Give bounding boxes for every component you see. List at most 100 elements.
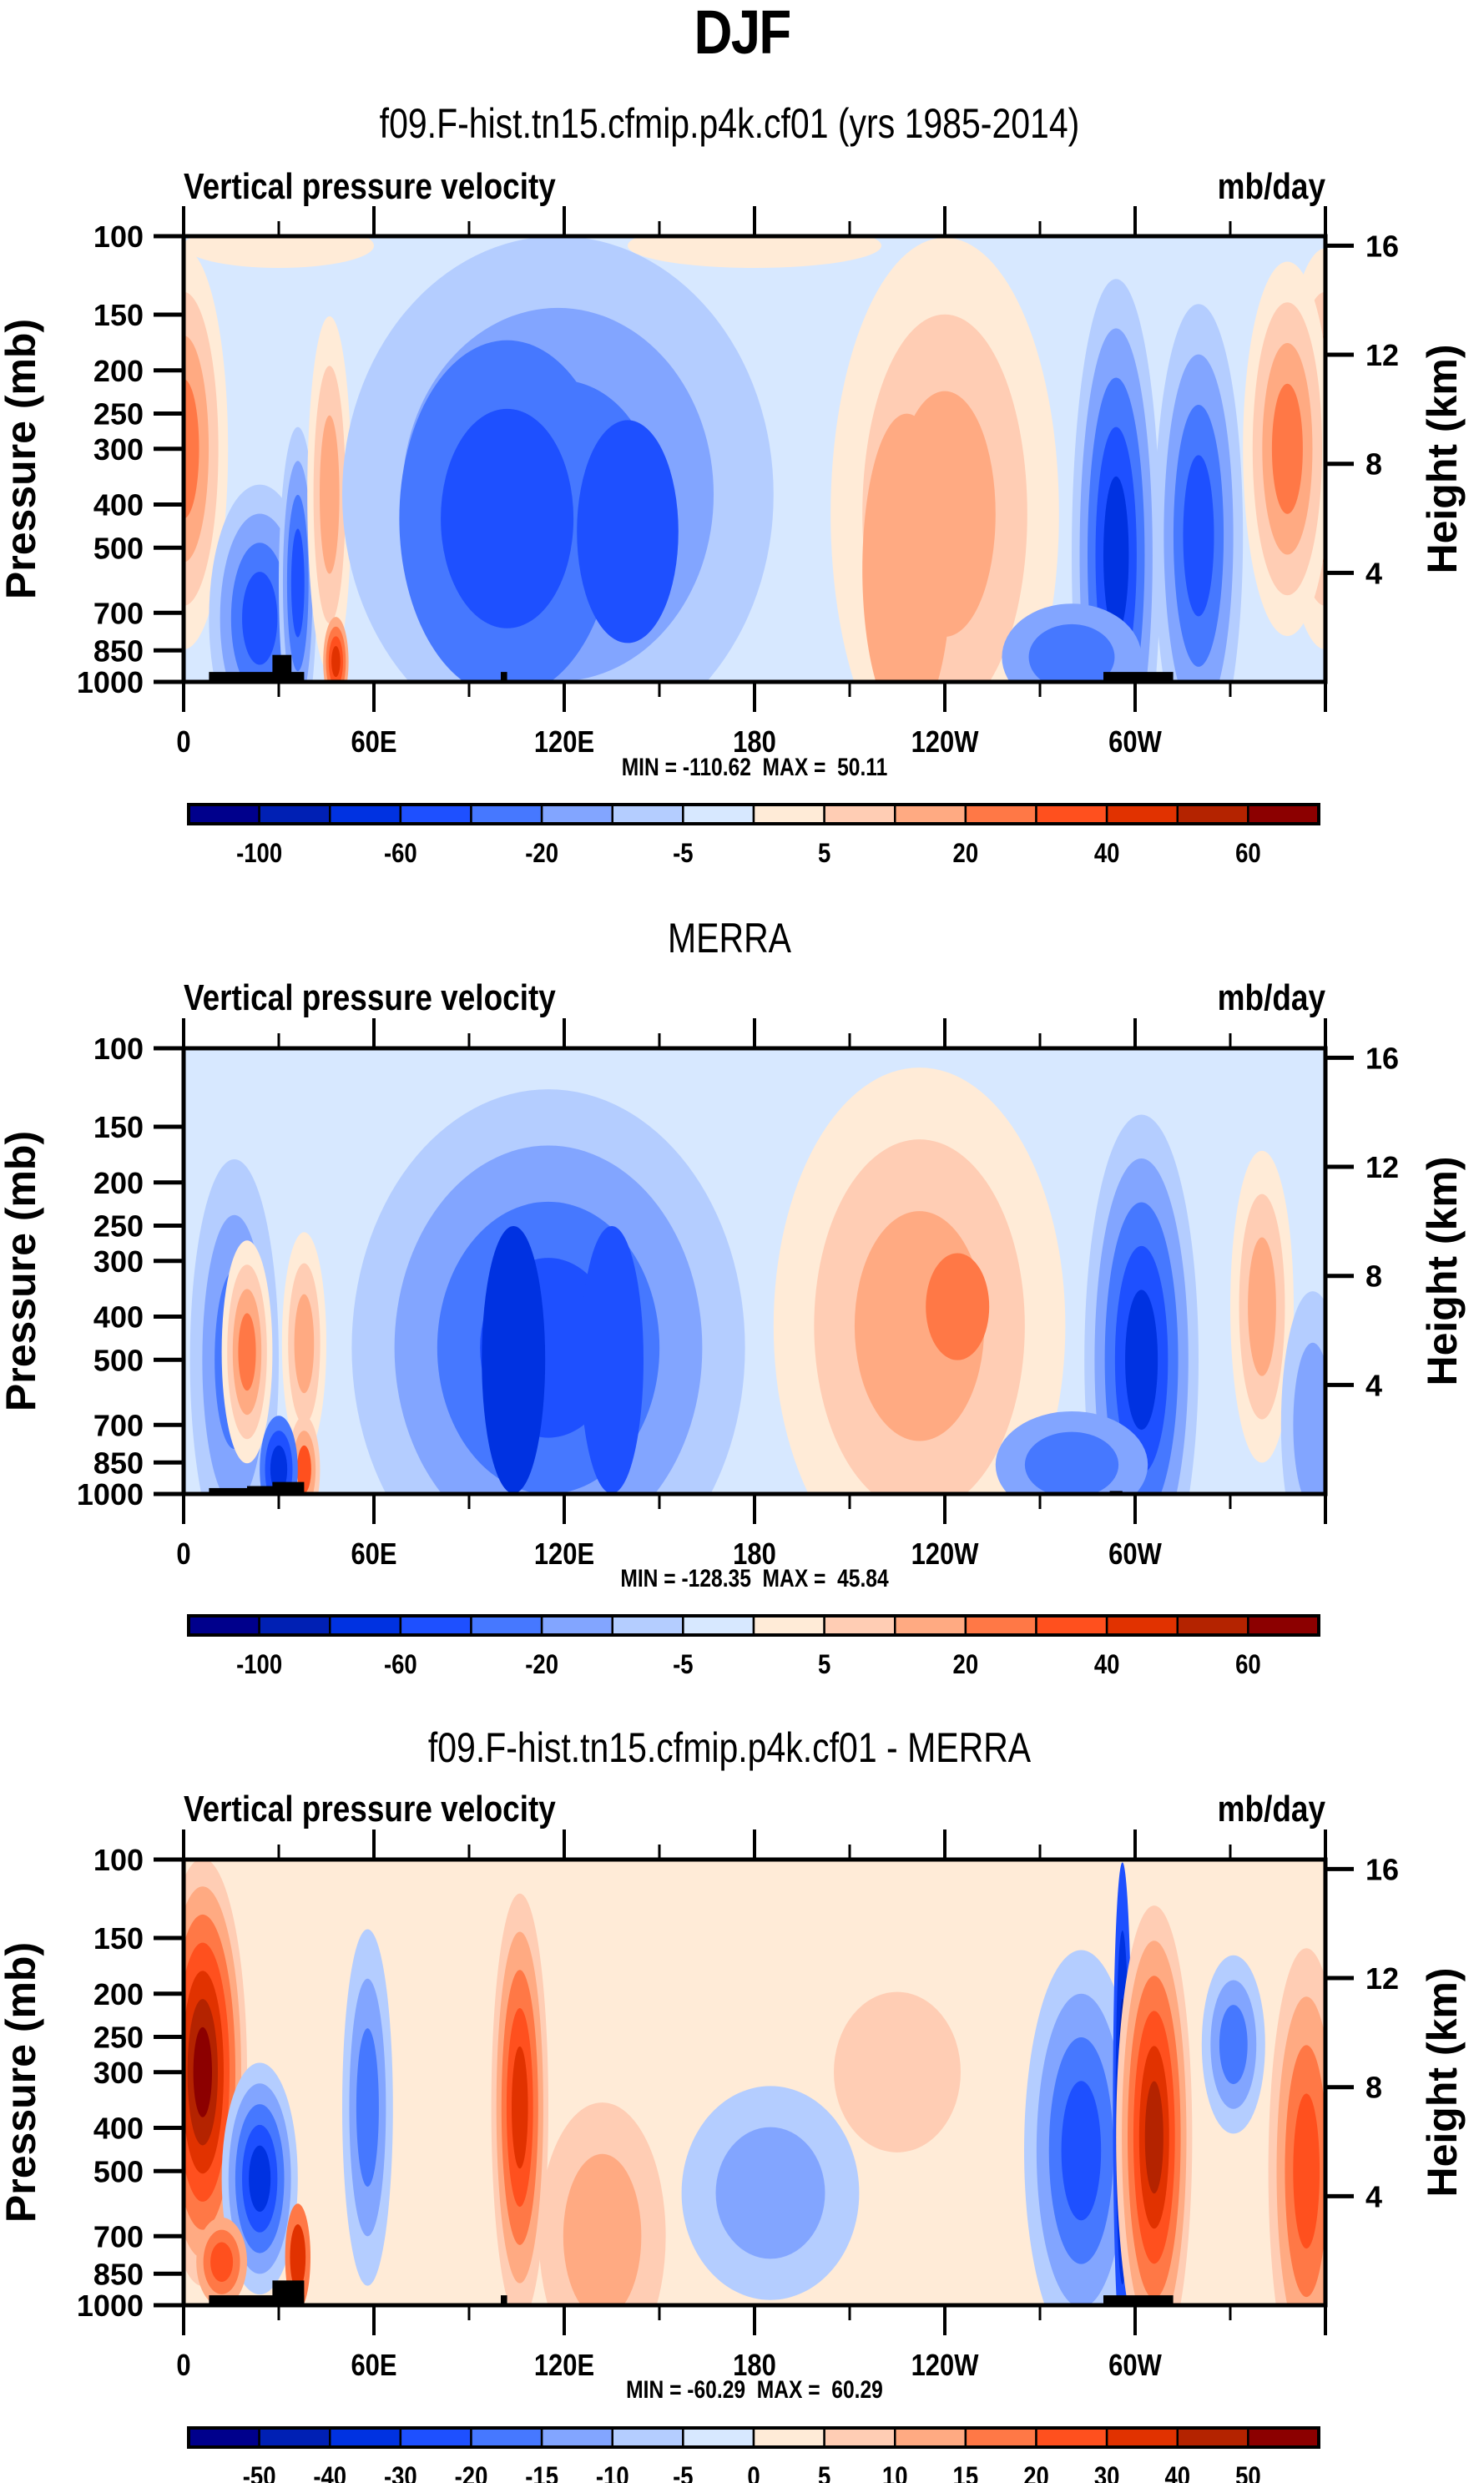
- colorbar-box: [1176, 803, 1249, 825]
- colorbar-box: [1105, 2426, 1179, 2449]
- panel-1-variable-label: Vertical pressure velocity: [184, 166, 556, 207]
- colorbar-box: [682, 1614, 755, 1637]
- topography-mask: [209, 672, 305, 682]
- panel-2-units-label: mb/day: [1217, 977, 1325, 1018]
- contour-region: [715, 2127, 825, 2259]
- y-tick-label: 700: [93, 596, 144, 630]
- y-tick-label: 850: [93, 633, 144, 668]
- contour-region: [184, 236, 374, 269]
- colorbar-box: [752, 1614, 825, 1637]
- colorbar-label: 20: [1023, 2462, 1049, 2483]
- colorbar-box: [752, 803, 825, 825]
- contour-region: [193, 2026, 212, 2117]
- y-tick-label: 500: [93, 2154, 144, 2188]
- colorbar-label: 60: [1235, 1650, 1261, 1679]
- colorbar-box: [540, 1614, 613, 1637]
- colorbar-label: 10: [882, 2462, 908, 2483]
- contour-region: [184, 379, 199, 519]
- contour-region: [238, 1313, 256, 1391]
- colorbar-box: [258, 2426, 331, 2449]
- colorbar-label: 40: [1164, 2462, 1190, 2483]
- topography-mask: [501, 672, 507, 682]
- y-tick-label: 700: [93, 1408, 144, 1442]
- colorbar-box: [1035, 1614, 1108, 1637]
- colorbar-frame: [187, 2426, 1320, 2449]
- colorbar-label: -40: [313, 2462, 346, 2483]
- contour-region: [1293, 2093, 1320, 2249]
- y-tick-label: 100: [93, 220, 144, 254]
- x-tick-label: 120W: [911, 726, 979, 760]
- contour-region: [290, 528, 305, 638]
- colorbar-box: [470, 1614, 543, 1637]
- colorbar-label: 40: [1094, 1650, 1120, 1679]
- colorbar-label: -15: [525, 2462, 558, 2483]
- colorbar-box: [682, 803, 755, 825]
- x-tick-label: 60W: [1108, 726, 1162, 760]
- colorbar-box: [470, 803, 543, 825]
- colorbar-box: [894, 1614, 967, 1637]
- contour-region: [834, 1991, 961, 2152]
- y-tick-label: 250: [93, 2021, 144, 2055]
- x-tick-label: 180: [733, 2349, 776, 2383]
- contour-region: [1219, 2005, 1248, 2085]
- colorbar-box: [964, 2426, 1037, 2449]
- x-tick-label: 60E: [351, 2349, 396, 2383]
- colorbar-box: [894, 803, 967, 825]
- contour-region: [270, 1445, 288, 1493]
- topography-mask: [209, 1487, 273, 1494]
- colorbar-label: 30: [1094, 2462, 1120, 2483]
- y2-tick-label: 16: [1365, 1852, 1399, 1886]
- colorbar-frame: [187, 1614, 1320, 1637]
- x-tick-label: 60E: [351, 726, 396, 760]
- y-tick-label: 1000: [77, 1477, 144, 1512]
- x-tick-label: 180: [733, 726, 776, 760]
- x-tick-label: 0: [176, 726, 190, 760]
- y-tick-label: 300: [93, 432, 144, 467]
- y-tick-label: 200: [93, 1977, 144, 2011]
- colorbar-box: [964, 803, 1037, 825]
- y2-tick-label: 8: [1365, 1259, 1382, 1294]
- y-tick-label: 150: [93, 1110, 144, 1144]
- contour-region: [482, 1226, 546, 1494]
- y2-axis-label: Height (km): [1419, 345, 1466, 574]
- colorbar-label: -60: [384, 1650, 417, 1679]
- colorbar-label: 50: [1235, 2462, 1261, 2483]
- colorbar-box: [611, 1614, 684, 1637]
- topography-mask: [272, 654, 292, 682]
- topography-mask: [1103, 2295, 1174, 2305]
- x-tick-label: 60E: [351, 1538, 396, 1572]
- colorbar-box: [187, 1614, 260, 1637]
- contour-region: [249, 2145, 271, 2213]
- contour-region: [1125, 1289, 1158, 1431]
- y-tick-label: 500: [93, 531, 144, 565]
- panel-2-minmax: MIN = -128.35 MAX = 45.84: [620, 1565, 889, 1592]
- y2-tick-label: 12: [1365, 1961, 1399, 1996]
- panel-2-title: MERRA: [667, 915, 792, 961]
- topography-mask: [209, 2295, 305, 2305]
- contour-region: [331, 645, 341, 678]
- colorbar-box: [894, 2426, 967, 2449]
- colorbar-box: [682, 2426, 755, 2449]
- colorbar-label: -5: [673, 2462, 693, 2483]
- panel-1-title: f09.F-hist.tn15.cfmip.p4k.cf01 (yrs 1985…: [379, 100, 1080, 147]
- colorbar-box: [1247, 1614, 1320, 1637]
- colorbar-label: -10: [596, 2462, 629, 2483]
- colorbar-label: -30: [384, 2462, 417, 2483]
- contour-region: [441, 408, 574, 628]
- y-tick-label: 300: [93, 2056, 144, 2090]
- topography-mask: [272, 2280, 305, 2305]
- panel-1-minmax: MIN = -110.62 MAX = 50.11: [621, 754, 888, 781]
- contour-region: [294, 1294, 315, 1394]
- colorbar-label: -100: [236, 1650, 282, 1679]
- colorbar-box: [823, 1614, 896, 1637]
- contour-region: [356, 2028, 379, 2187]
- contour-region: [1248, 1237, 1276, 1376]
- contour-region: [563, 2153, 642, 2305]
- y2-tick-label: 4: [1365, 1368, 1382, 1402]
- y-tick-label: 1000: [77, 665, 144, 699]
- panel-2-contour-field: [184, 1048, 1325, 1494]
- colorbar-box: [823, 2426, 896, 2449]
- panel-3-title: f09.F-hist.tn15.cfmip.p4k.cf01 - MERRA: [427, 1724, 1032, 1771]
